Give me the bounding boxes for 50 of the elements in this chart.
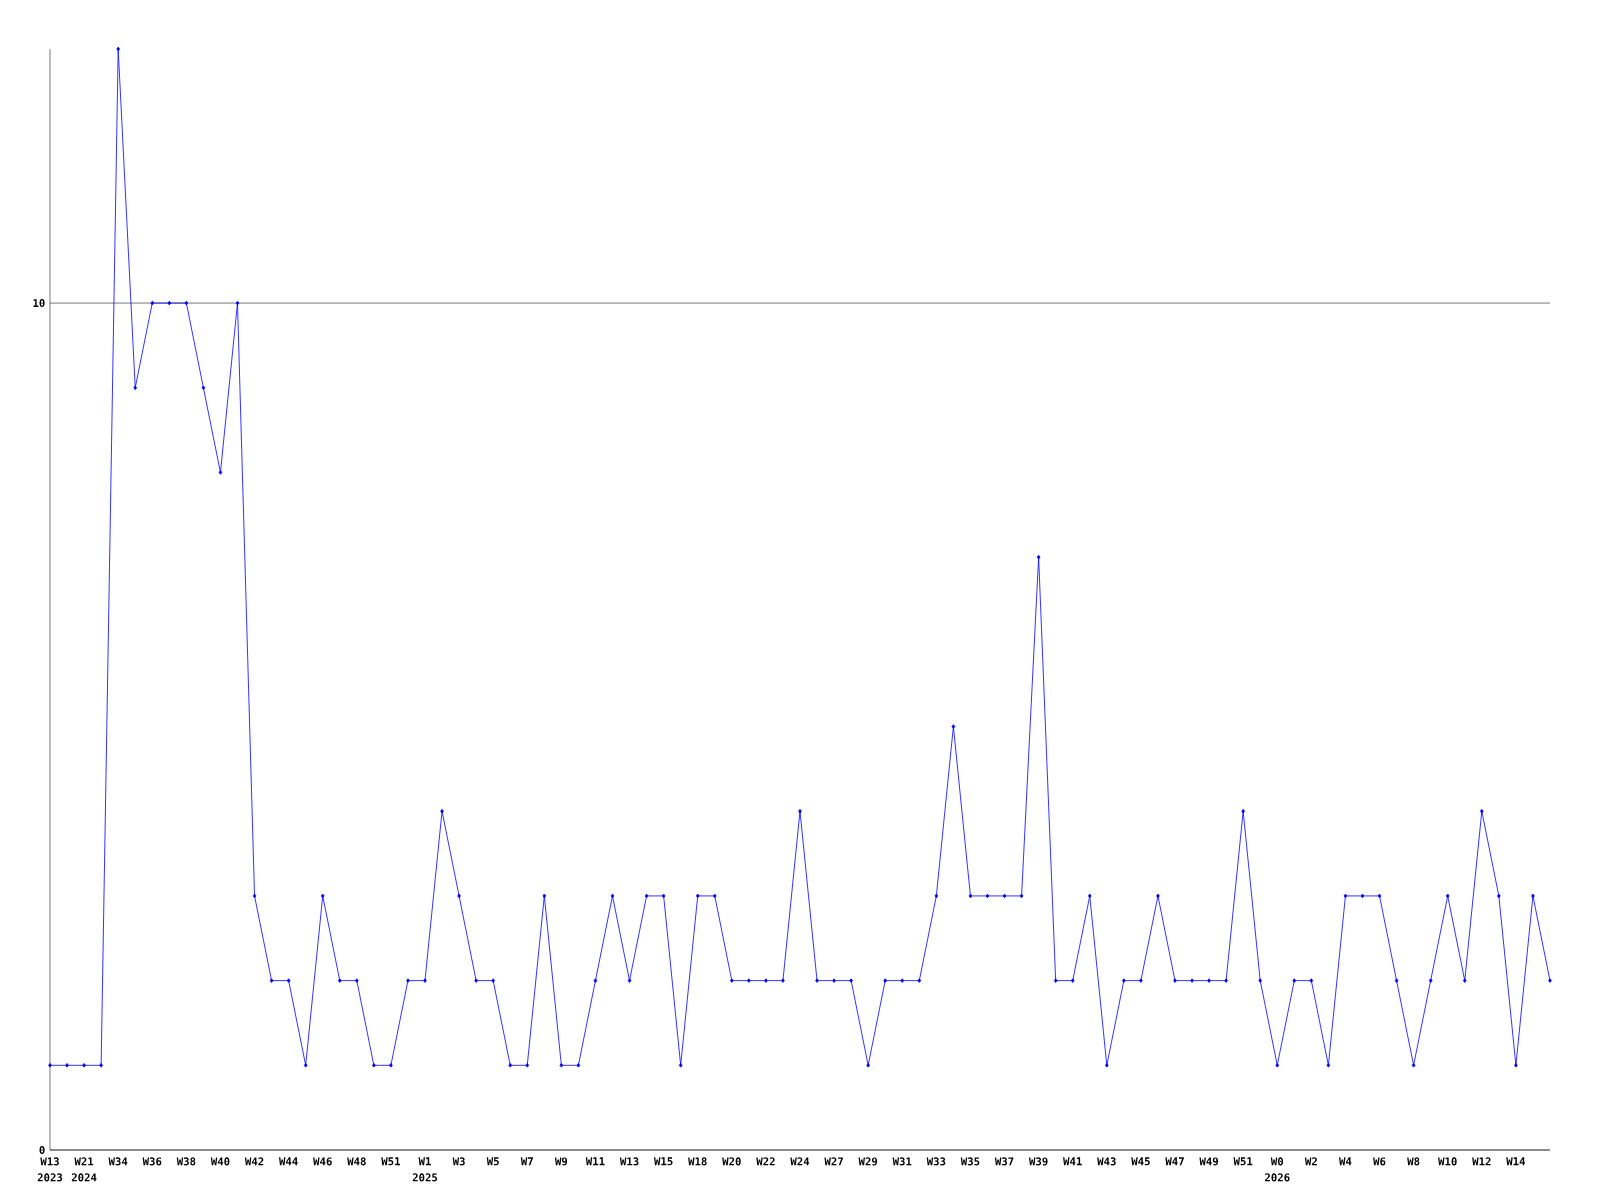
x-tick-label: W33 xyxy=(926,1157,946,1166)
x-tick-label: W13 xyxy=(40,1157,59,1166)
x-tick-label: W41 xyxy=(1063,1157,1082,1166)
x-tick-label: W42 xyxy=(244,1157,264,1166)
x-tick-label: W34 xyxy=(108,1157,128,1166)
x-tick-label: W27 xyxy=(824,1157,843,1166)
x-tick-label: W3 xyxy=(452,1157,465,1166)
x-tick-label: W48 xyxy=(347,1157,366,1166)
x-tick-label: W31 xyxy=(892,1157,912,1166)
x-tick-label: W14 xyxy=(1506,1157,1526,1166)
x-tick-label: W49 xyxy=(1199,1157,1219,1166)
text: 2023 xyxy=(37,1173,63,1182)
x-tick-label: W43 xyxy=(1097,1157,1116,1166)
x-tick-label: W29 xyxy=(858,1157,878,1166)
x-tick-label: W51 xyxy=(381,1157,401,1166)
x-tick-label: W11 xyxy=(585,1157,605,1166)
x-tick-label: W51 xyxy=(1233,1157,1253,1166)
text: 2024 xyxy=(71,1173,97,1182)
x-tick-label: W38 xyxy=(176,1157,196,1166)
x-tick-label: W47 xyxy=(1165,1157,1184,1166)
x-tick-label: W10 xyxy=(1438,1157,1457,1166)
x-tick-label: W46 xyxy=(313,1157,332,1166)
x-tick-label: W24 xyxy=(790,1157,810,1166)
x-tick-label: W7 xyxy=(520,1157,533,1166)
x-tick-label: W22 xyxy=(756,1157,775,1166)
text: 2026 xyxy=(1265,1173,1290,1182)
y-tick-label: 0 xyxy=(39,1145,45,1155)
x-tick-label: W0 xyxy=(1270,1157,1284,1166)
x-tick-label: W36 xyxy=(142,1157,162,1166)
x-tick-label: W45 xyxy=(1131,1157,1150,1166)
y-tick-label: 10 xyxy=(33,299,45,308)
x-tick-label: W15 xyxy=(654,1157,673,1166)
x-tick-label: W13 xyxy=(619,1157,639,1166)
x-tick-label: W39 xyxy=(1028,1157,1048,1166)
x-tick-label: W9 xyxy=(554,1157,568,1166)
x-tick-label: W6 xyxy=(1373,1157,1386,1166)
x-tick-label: W44 xyxy=(279,1157,298,1166)
x-tick-label: W21 xyxy=(74,1157,94,1166)
x-tick-label: W40 xyxy=(210,1157,230,1166)
text: 2025 xyxy=(412,1173,438,1182)
x-tick-label: W18 xyxy=(688,1157,707,1166)
x-tick-label: W4 xyxy=(1339,1157,1352,1166)
x-tick-label: W37 xyxy=(994,1157,1014,1166)
x-tick-label: W20 xyxy=(722,1157,741,1166)
x-tick-label: W8 xyxy=(1407,1157,1420,1166)
x-tick-label: W12 xyxy=(1472,1157,1491,1166)
x-tick-label: W1 xyxy=(418,1157,431,1166)
x-tick-label: W5 xyxy=(486,1157,499,1166)
x-tick-label: W2 xyxy=(1304,1157,1317,1166)
x-tick-label: W35 xyxy=(960,1157,980,1166)
